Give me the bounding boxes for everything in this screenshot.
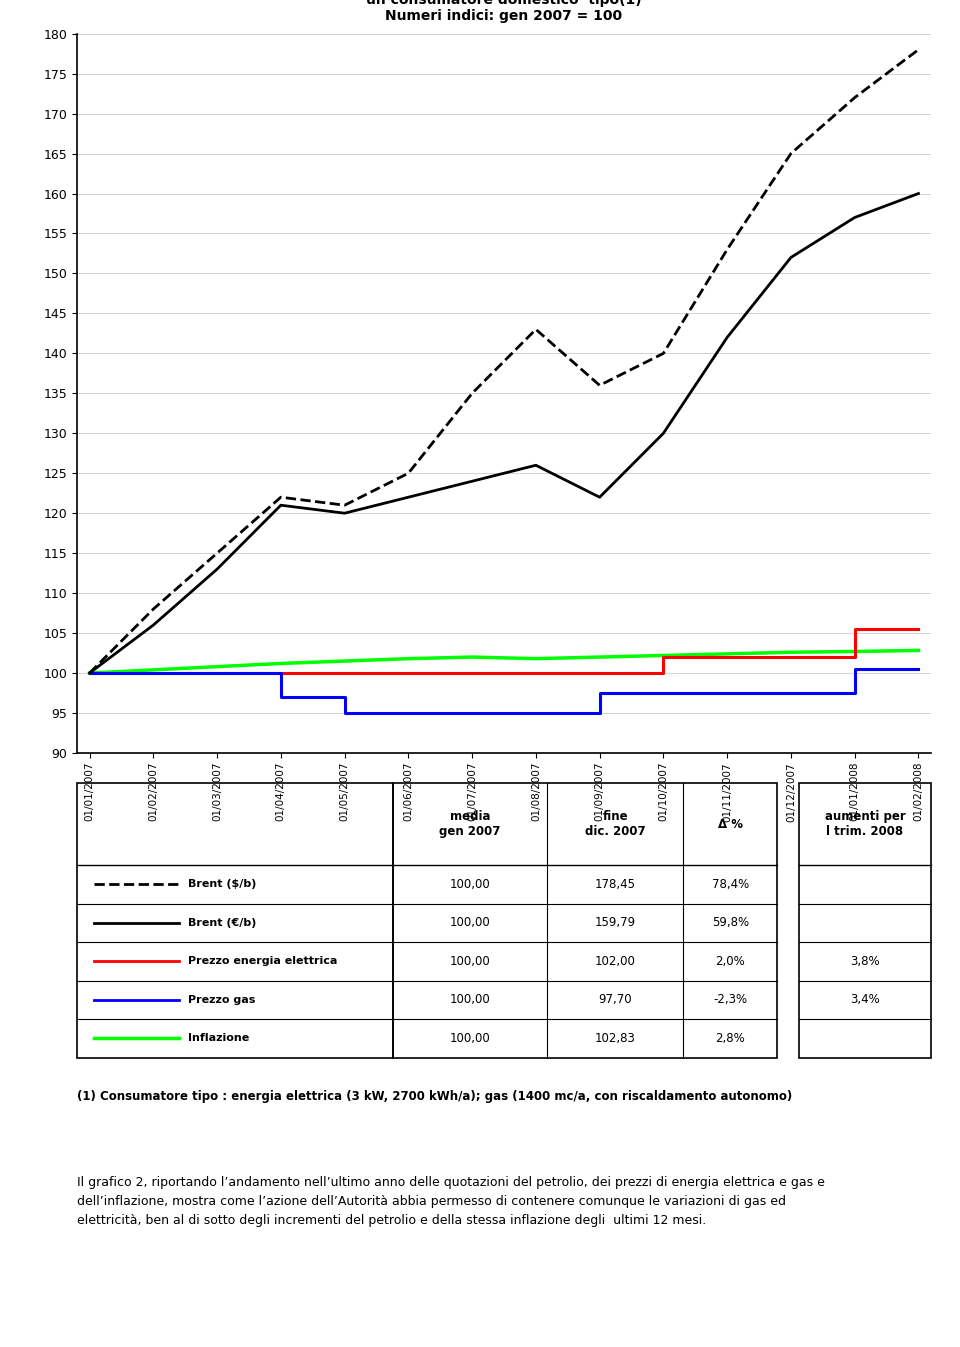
Text: Il grafico 2, riportando l’andamento nell’ultimo anno delle quotazioni del petro: Il grafico 2, riportando l’andamento nel… — [77, 1176, 825, 1227]
Text: (1) Consumatore tipo : energia elettrica (3 kW, 2700 kWh/a); gas (1400 mc/a, con: (1) Consumatore tipo : energia elettrica… — [77, 1090, 792, 1103]
Text: Inflazione: Inflazione — [188, 1033, 250, 1044]
Text: Prezzo gas: Prezzo gas — [188, 995, 255, 1005]
Text: 178,45: 178,45 — [594, 878, 636, 890]
Text: 59,8%: 59,8% — [712, 916, 749, 929]
Text: 97,70: 97,70 — [598, 993, 632, 1006]
Text: Δ %: Δ % — [718, 818, 743, 831]
Text: Brent ($/b): Brent ($/b) — [188, 880, 256, 889]
Text: 100,00: 100,00 — [449, 878, 491, 890]
Text: 159,79: 159,79 — [594, 916, 636, 929]
Bar — [799, 783, 931, 1057]
Text: 3,4%: 3,4% — [851, 993, 880, 1006]
Text: 100,00: 100,00 — [449, 1032, 491, 1045]
Title: Andamento dell'inflazione e dei prezzi dell'energia elettrica e del gas pe
un co: Andamento dell'inflazione e dei prezzi d… — [220, 0, 788, 23]
Text: fine
dic. 2007: fine dic. 2007 — [585, 810, 645, 838]
Bar — [77, 783, 393, 1057]
Text: 3,8%: 3,8% — [851, 955, 879, 968]
Text: 102,83: 102,83 — [594, 1032, 636, 1045]
Text: 2,0%: 2,0% — [715, 955, 745, 968]
Text: aumenti per
l trim. 2008: aumenti per l trim. 2008 — [825, 810, 905, 838]
Text: 2,8%: 2,8% — [715, 1032, 745, 1045]
Text: 100,00: 100,00 — [449, 993, 491, 1006]
Text: 102,00: 102,00 — [594, 955, 636, 968]
Text: 100,00: 100,00 — [449, 916, 491, 929]
Text: Prezzo energia elettrica: Prezzo energia elettrica — [188, 956, 337, 966]
Text: 100,00: 100,00 — [449, 955, 491, 968]
Text: Brent (€/b): Brent (€/b) — [188, 917, 256, 928]
Bar — [393, 783, 778, 1057]
Text: media
gen 2007: media gen 2007 — [439, 810, 500, 838]
Text: 78,4%: 78,4% — [711, 878, 749, 890]
Text: -2,3%: -2,3% — [713, 993, 748, 1006]
